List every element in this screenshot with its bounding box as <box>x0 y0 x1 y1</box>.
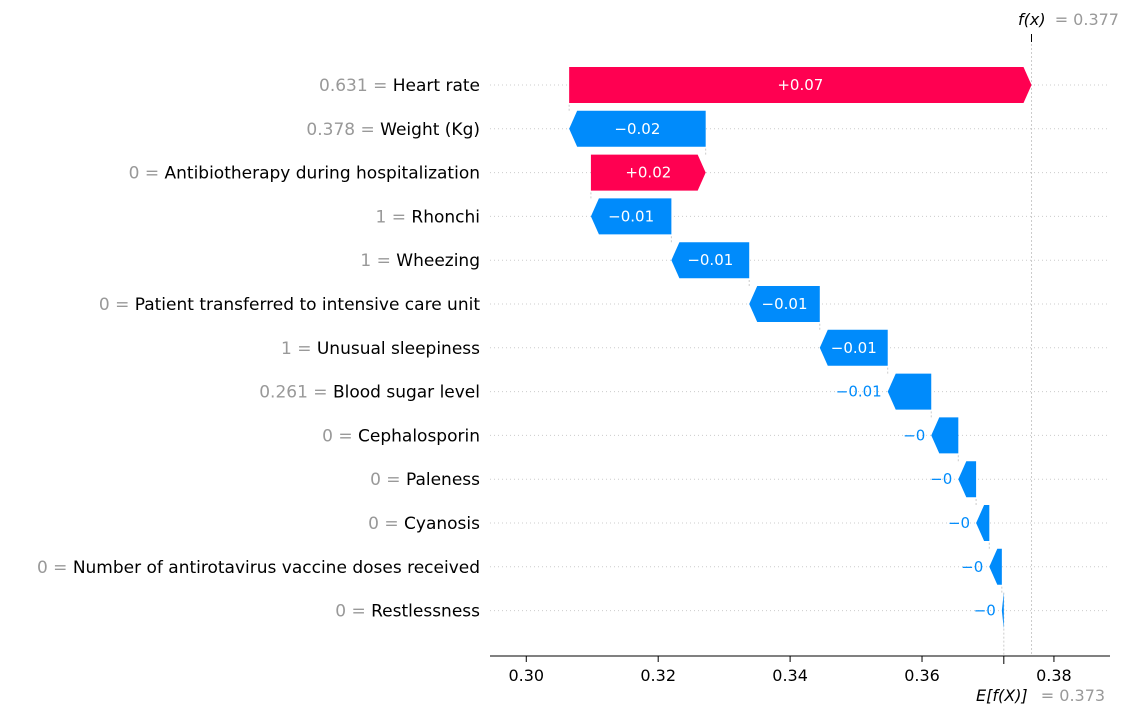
waterfall-bar <box>819 329 888 366</box>
bar-value-label: −0.01 <box>836 383 882 401</box>
feature-value: 0.261 = <box>259 383 333 403</box>
feature-label: 0.261 = Blood sugar level <box>259 383 480 403</box>
feature-label: 0.378 = Weight (Kg) <box>306 120 480 140</box>
x-tick-label: 0.32 <box>640 666 676 685</box>
feature-name: Antibiotherapy during hospitalization <box>165 164 481 184</box>
feature-label: 1 = Unusual sleepiness <box>281 339 480 359</box>
bar-value-label: +0.07 <box>777 76 823 94</box>
bar-value-label: −0 <box>930 470 952 488</box>
waterfall-bar <box>590 198 672 235</box>
bar-value-label: −0 <box>974 602 996 620</box>
waterfall-bar <box>671 242 750 279</box>
feature-name: Wheezing <box>396 251 480 271</box>
bar-value-label: −0.01 <box>762 295 808 313</box>
x-tick-label: 0.30 <box>508 666 544 685</box>
feature-value: 1 = <box>376 207 412 227</box>
feature-name: Rhonchi <box>411 207 480 227</box>
efx-label: E[f(X)] = 0.373 <box>976 686 1105 705</box>
bar-value-label: −0.01 <box>608 207 654 225</box>
waterfall-bar <box>1001 592 1004 629</box>
waterfall-bar <box>887 373 932 410</box>
bar-value-label: −0.02 <box>614 120 660 138</box>
feature-name: Paleness <box>406 470 480 490</box>
waterfall-bar <box>569 110 706 147</box>
efx-label-value: = 0.373 <box>1041 686 1105 705</box>
feature-value: 0 = <box>335 602 371 622</box>
feature-label: 0 = Restlessness <box>335 602 480 622</box>
feature-label: 0 = Antibiotherapy during hospitalizatio… <box>129 164 480 184</box>
waterfall-bar <box>569 67 1032 103</box>
fx-label: f(x) = 0.377 <box>1018 10 1119 29</box>
feature-label: 0 = Patient transferred to intensive car… <box>99 295 480 315</box>
bar-value-label: −0.01 <box>831 339 877 357</box>
waterfall-bar <box>958 461 977 498</box>
feature-name: Restlessness <box>371 602 480 622</box>
efx-label-name: E[f(X)] <box>976 686 1028 705</box>
feature-name: Patient transferred to intensive care un… <box>135 295 481 315</box>
waterfall-bar <box>590 154 706 191</box>
fx-label-name: f(x) <box>1018 10 1046 29</box>
feature-name: Cephalosporin <box>358 426 480 446</box>
feature-name: Weight (Kg) <box>380 120 480 140</box>
bar-value-label: −0 <box>961 558 983 576</box>
feature-name: Blood sugar level <box>333 383 480 403</box>
feature-name: Cyanosis <box>404 514 480 534</box>
waterfall-bar <box>931 417 959 454</box>
feature-label: 1 = Wheezing <box>360 251 480 271</box>
feature-value: 0.378 = <box>306 120 380 140</box>
bar-value-label: −0 <box>903 426 925 444</box>
feature-value: 1 = <box>360 251 396 271</box>
feature-label: 0 = Paleness <box>370 470 480 490</box>
feature-value: 0 = <box>37 558 73 578</box>
feature-name: Number of antirotavirus vaccine doses re… <box>73 558 480 578</box>
bar-value-label: +0.02 <box>625 164 671 182</box>
feature-value: 0 = <box>99 295 135 315</box>
feature-value: 0 = <box>370 470 406 490</box>
waterfall-bar <box>976 505 990 541</box>
x-tick-label: 0.34 <box>772 666 808 685</box>
feature-name: Heart rate <box>393 76 480 96</box>
feature-label: 0 = Cyanosis <box>368 514 480 534</box>
feature-label: 0.631 = Heart rate <box>319 76 480 96</box>
fx-label-value: = 0.377 <box>1055 10 1119 29</box>
bar-value-label: −0 <box>948 514 970 532</box>
x-tick-label: 0.38 <box>1036 666 1072 685</box>
feature-label: 0 = Number of antirotavirus vaccine dose… <box>37 558 480 578</box>
feature-name: Unusual sleepiness <box>317 339 480 359</box>
feature-label: 0 = Cephalosporin <box>322 426 480 446</box>
feature-value: 1 = <box>281 339 317 359</box>
waterfall-bar <box>749 286 820 322</box>
feature-value: 0 = <box>322 426 358 446</box>
waterfall-bar <box>989 548 1002 585</box>
feature-value: 0.631 = <box>319 76 393 96</box>
feature-label: 1 = Rhonchi <box>376 207 480 227</box>
feature-value: 0 = <box>129 164 165 184</box>
x-tick-label: 0.36 <box>904 666 940 685</box>
feature-value: 0 = <box>368 514 404 534</box>
bar-value-label: −0.01 <box>687 251 733 269</box>
